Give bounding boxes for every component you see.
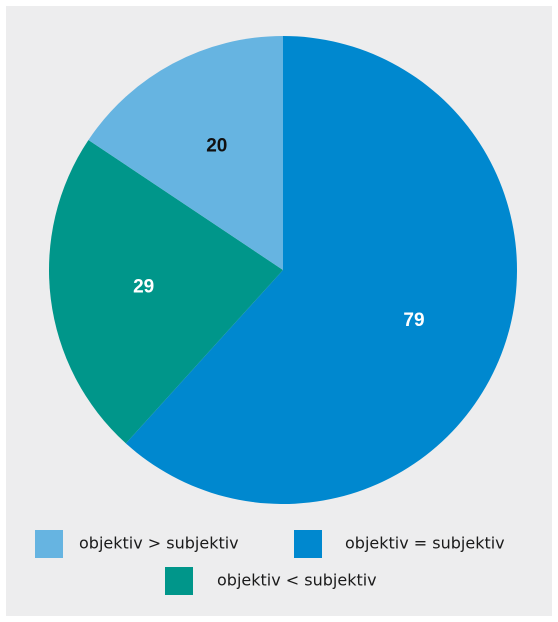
data-label-objektiv-lt-subjektiv: 29 [133, 277, 154, 298]
legend-swatch [294, 530, 322, 558]
legend-item-objektiv-eq-subjektiv: objektiv = subjektiv [294, 530, 505, 558]
legend-swatch [35, 530, 63, 558]
legend-label: objektiv < subjektiv [217, 571, 377, 590]
pie-chart: 79 29 20 objektiv > subjektiv objektiv = su… [35, 36, 518, 595]
chart-panel: 79 29 20 objektiv > subjektiv objektiv = su… [6, 6, 552, 616]
pie-slice-objektiv-gt-subjektiv [88, 36, 283, 270]
data-label-objektiv-gt-subjektiv: 20 [206, 136, 227, 157]
legend-label: objektiv > subjektiv [79, 534, 239, 553]
legend-label: objektiv = subjektiv [345, 534, 505, 553]
pie-slices [48, 36, 518, 504]
pie-data-labels: 79 29 20 [133, 136, 424, 331]
data-label-objektiv-eq-subjektiv: 79 [403, 310, 424, 331]
legend-swatch [165, 567, 193, 595]
pie-slice-objektiv-eq-subjektiv [125, 36, 518, 504]
legend: objektiv > subjektiv objektiv = subjektiv… [35, 530, 505, 595]
legend-item-objektiv-gt-subjektiv: objektiv > subjektiv [35, 530, 239, 558]
pie-slice-objektiv-lt-subjektiv [48, 139, 283, 444]
legend-item-objektiv-lt-subjektiv: objektiv < subjektiv [165, 567, 377, 595]
